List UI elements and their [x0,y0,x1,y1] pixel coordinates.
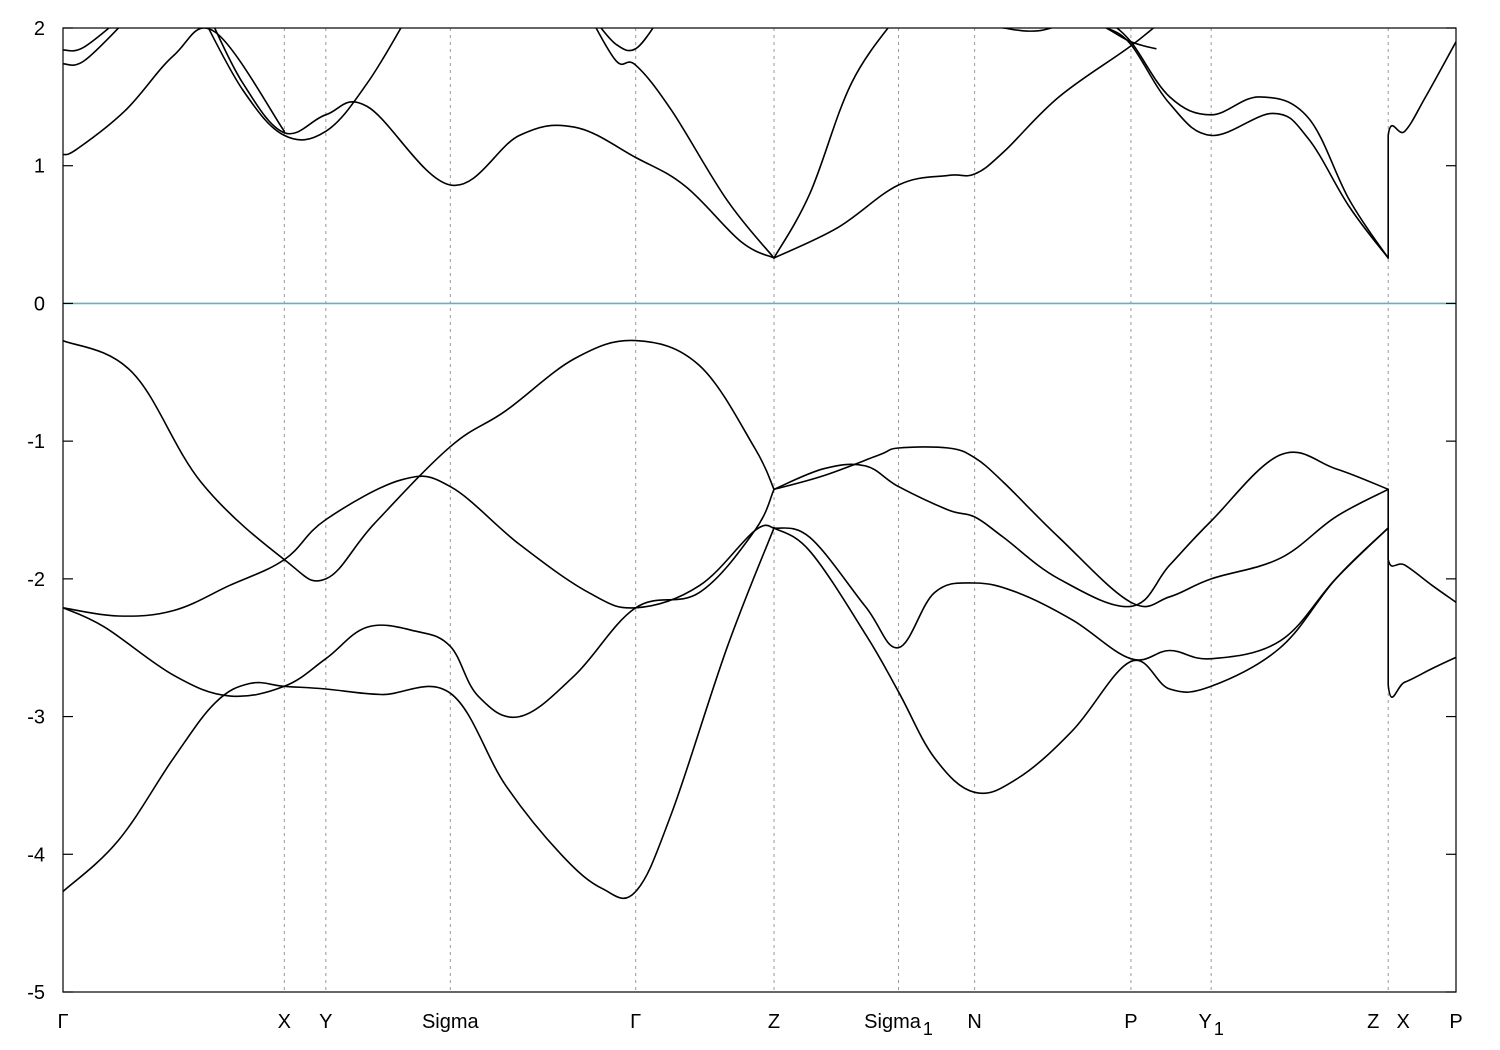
band-series [63,28,1456,900]
band-line-1 [63,475,775,617]
band-line-6 [63,28,111,52]
band-line-14 [1115,28,1389,259]
y-tick-label-4: -2 [27,569,45,591]
band-line-2 [63,488,775,719]
x-tick-label-7: N [967,1011,981,1033]
band-line-3 [63,527,775,900]
band-line-0 [63,339,775,582]
band-line-4 [63,28,286,156]
y-tick-label-6: -4 [27,844,45,866]
x-tick-label-12: P [1449,1011,1462,1033]
y-tick-label-3: -1 [27,431,45,453]
band-line-18 [773,446,1389,608]
band-line-16 [1387,41,1456,259]
band-line-21 [1387,488,1456,604]
y-axis: 2 1 0 -1 -2 -3 -4 -5 [27,18,1456,1004]
band-line-17 [773,451,1389,608]
y-tick-label-2: 0 [34,293,45,315]
band-line-9 [595,28,775,259]
y-tick-label-0: 2 [34,18,45,40]
kpoint-gridlines [283,28,1389,992]
x-tick-label-6: Sigma 1 [864,1011,933,1039]
x-tick-label-5: Z [768,1011,780,1033]
x-tick-label-2: Y [319,1011,332,1033]
plot-frame [62,27,1457,993]
band-line-8 [213,28,775,259]
x-tick-label-4: Γ [630,1011,641,1033]
band-line-10 [600,28,654,52]
band-line-22 [1387,527,1456,698]
band-line-19 [773,527,1389,661]
band-line-20 [773,527,1389,795]
x-tick-label-11: X [1397,1011,1410,1033]
x-tick-label-8: P [1124,1011,1137,1033]
band-line-15 [1106,28,1389,259]
band-line-13 [998,28,1157,50]
y-tick-label-5: -3 [27,707,45,729]
band-line-7 [207,28,402,141]
x-tick-label-0: Γ [57,1011,68,1033]
x-axis: Γ X Y Sigma Γ Z Sigma 1 N P Y 1 Z X P [57,1011,1462,1039]
y-tick-label-7: -5 [27,982,45,1004]
x-tick-label-10: Z [1367,1011,1379,1033]
band-line-5 [63,28,120,66]
band-line-12 [773,28,1155,259]
y-tick-label-1: 1 [34,156,45,178]
x-tick-label-3: Sigma [422,1011,480,1033]
band-line-11 [773,28,890,259]
x-tick-label-1: X [278,1011,291,1033]
